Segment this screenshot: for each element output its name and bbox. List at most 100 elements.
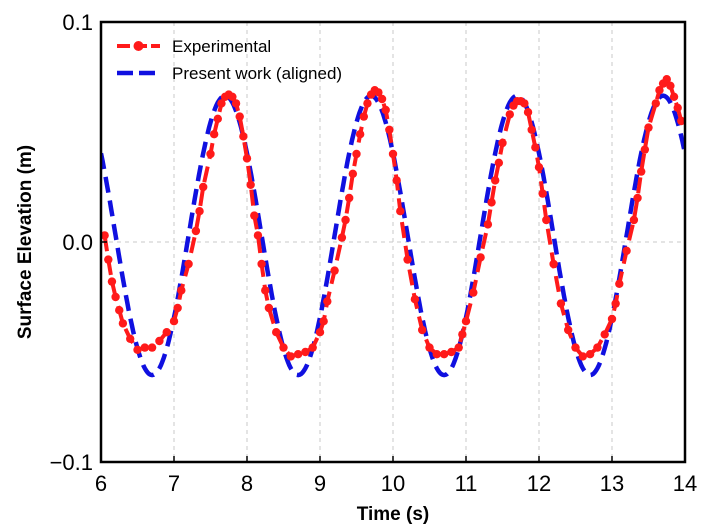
experimental-point bbox=[523, 108, 533, 117]
experimental-point bbox=[454, 343, 463, 352]
experimental-point bbox=[644, 123, 653, 132]
experimental-point bbox=[527, 125, 536, 134]
experimental-point bbox=[637, 167, 646, 176]
experimental-point bbox=[257, 259, 266, 269]
experimental-point bbox=[319, 317, 328, 326]
experimental-point bbox=[191, 226, 201, 236]
experimental-point bbox=[403, 255, 412, 264]
experimental-point bbox=[651, 99, 660, 108]
experimental-point bbox=[505, 110, 514, 119]
experimental-point bbox=[396, 207, 405, 216]
experimental-point bbox=[491, 176, 500, 185]
x-tick-label: 13 bbox=[600, 471, 624, 496]
experimental-point bbox=[633, 193, 642, 203]
y-tick-label: −0.1 bbox=[50, 450, 93, 475]
x-axis-title: Time (s) bbox=[357, 504, 430, 525]
x-tick-label: 7 bbox=[168, 471, 180, 496]
x-axis: 6 7 8 9 10 11 12 13 14 bbox=[95, 456, 697, 496]
experimental-point bbox=[115, 306, 124, 315]
experimental-point bbox=[677, 116, 686, 126]
experimental-point bbox=[388, 149, 398, 159]
experimental-point bbox=[538, 189, 547, 198]
experimental-point bbox=[184, 259, 193, 269]
experimental-point bbox=[206, 149, 215, 159]
experimental-point bbox=[662, 75, 671, 84]
experimental-point bbox=[439, 350, 449, 359]
experimental-point bbox=[323, 297, 332, 306]
y-axis-title: Surface Elevation (m) bbox=[15, 145, 36, 339]
experimental-point bbox=[564, 325, 573, 335]
experimental-point bbox=[330, 266, 339, 275]
experimental-point bbox=[286, 352, 295, 361]
experimental-point bbox=[585, 350, 595, 359]
experimental-point bbox=[487, 198, 496, 207]
experimental-point bbox=[250, 211, 259, 220]
experimental-point bbox=[520, 99, 529, 108]
experimental-point bbox=[425, 343, 434, 352]
experimental-point bbox=[173, 303, 182, 313]
experimental-point bbox=[476, 253, 485, 262]
experimental-point bbox=[640, 145, 650, 154]
experimental-point bbox=[118, 319, 128, 328]
experimental-point bbox=[104, 255, 113, 264]
x-tick-label: 14 bbox=[673, 471, 697, 496]
experimental-point bbox=[107, 277, 117, 286]
experimental-point bbox=[593, 343, 602, 352]
experimental-point bbox=[293, 350, 303, 359]
experimental-point bbox=[169, 317, 179, 326]
experimental-point bbox=[534, 163, 544, 172]
experimental-point bbox=[542, 215, 551, 225]
experimental-point bbox=[385, 125, 394, 134]
experimental-point bbox=[199, 182, 208, 192]
legend-marker bbox=[133, 41, 144, 51]
experimental-point bbox=[239, 132, 248, 141]
experimental-point bbox=[228, 92, 237, 102]
x-tick-label: 6 bbox=[95, 471, 107, 496]
experimental-point bbox=[377, 94, 387, 104]
experimental-point bbox=[359, 112, 368, 121]
y-tick-label: 0.1 bbox=[62, 10, 93, 35]
experimental-point bbox=[556, 299, 566, 308]
y-axis: −0.1 0.0 0.1 bbox=[50, 10, 107, 475]
experimental-point bbox=[611, 299, 620, 308]
legend-label: Present work (aligned) bbox=[172, 64, 342, 83]
experimental-point bbox=[217, 99, 226, 108]
experimental-point bbox=[235, 112, 244, 121]
experimental-point bbox=[279, 343, 288, 352]
experimental-point bbox=[264, 303, 274, 313]
legend-label: Experimental bbox=[172, 37, 271, 56]
experimental-point bbox=[308, 343, 317, 352]
experimental-point bbox=[155, 336, 164, 346]
x-tick-label: 12 bbox=[527, 471, 551, 496]
experimental-point bbox=[549, 259, 558, 269]
experimental-point bbox=[272, 328, 281, 337]
experimental-point bbox=[600, 330, 609, 339]
experimental-point bbox=[352, 149, 361, 159]
experimental-point bbox=[363, 99, 372, 108]
experimental-point bbox=[374, 88, 383, 97]
experimental-point bbox=[622, 246, 631, 255]
experimental-point bbox=[348, 169, 358, 178]
experimental-point bbox=[345, 193, 354, 203]
experimental-point bbox=[261, 286, 270, 295]
x-tick-label: 9 bbox=[314, 471, 326, 496]
x-tick-label: 11 bbox=[455, 471, 478, 496]
experimental-point bbox=[209, 130, 219, 139]
experimental-point bbox=[140, 343, 149, 352]
experimental-point bbox=[355, 130, 365, 139]
x-tick-label: 8 bbox=[241, 471, 253, 496]
experimental-point bbox=[337, 233, 347, 242]
experimental-point bbox=[381, 105, 390, 115]
experimental-point bbox=[147, 343, 157, 352]
experimental-point bbox=[195, 207, 204, 216]
experimental-point bbox=[162, 328, 171, 337]
x-tick-label: 10 bbox=[381, 471, 405, 496]
experimental-point bbox=[531, 143, 540, 152]
experimental-point bbox=[447, 347, 456, 357]
experimental-point bbox=[126, 334, 135, 343]
experimental-point bbox=[418, 325, 427, 335]
experimental-markers bbox=[100, 75, 686, 361]
experimental-point bbox=[432, 350, 441, 359]
y-tick-label: 0.0 bbox=[62, 230, 93, 255]
experimental-point bbox=[578, 352, 587, 361]
